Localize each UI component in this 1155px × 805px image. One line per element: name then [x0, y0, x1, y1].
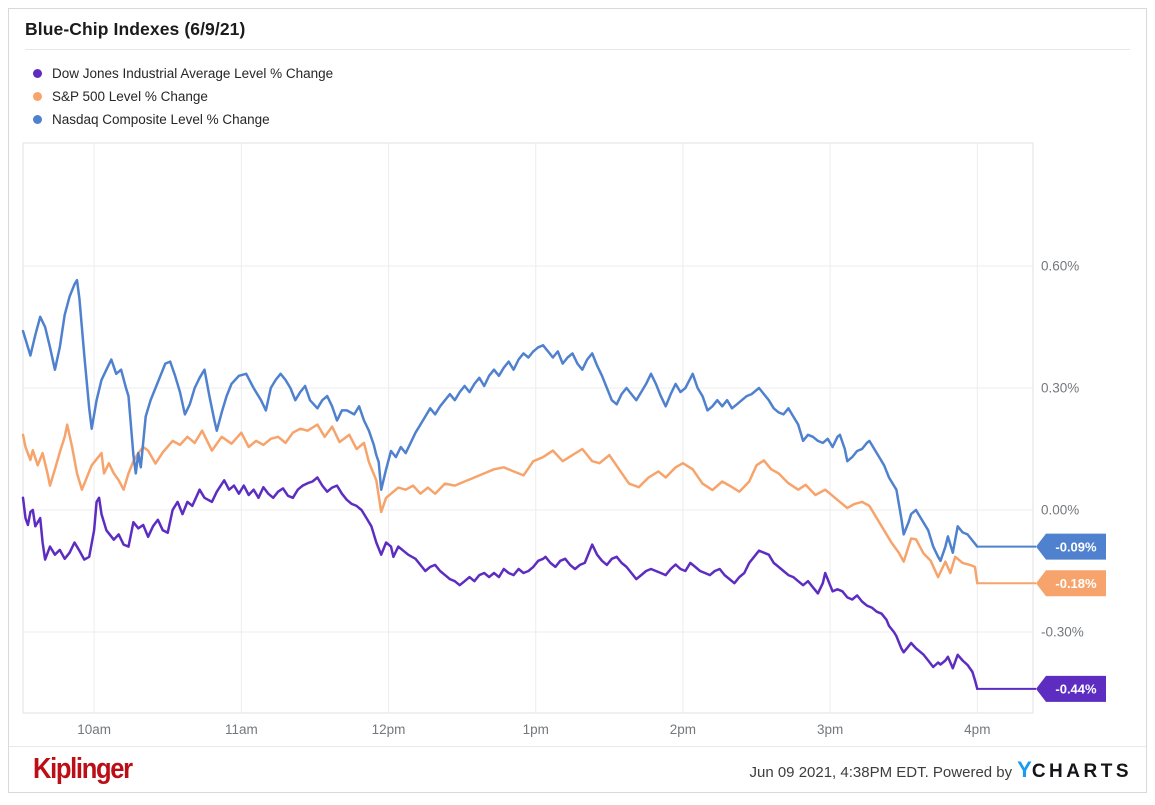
footer-attribution: Jun 09 2021, 4:38PM EDT. Powered by Y CHA…	[749, 757, 1132, 783]
plot-border	[22, 142, 1034, 714]
chart-card: Blue-Chip Indexes (6/9/21) Dow Jones Ind…	[8, 8, 1147, 793]
legend-item-label: S&P 500 Level % Change	[52, 89, 208, 104]
footer: Kiplinger Jun 09 2021, 4:38PM EDT. Power…	[9, 746, 1146, 792]
series-line-0	[21, 476, 979, 691]
x-axis-tick-label: 4pm	[964, 722, 990, 737]
x-axis-tick-label: 1pm	[523, 722, 549, 737]
y-axis-tick-label: -0.30%	[1041, 625, 1084, 640]
page-title: Blue-Chip Indexes (6/9/21)	[25, 19, 246, 39]
x-axis-tick-label: 12pm	[372, 722, 406, 737]
ycharts-y-mark-icon: Y	[1017, 756, 1032, 782]
x-axis-tick-label: 11am	[225, 722, 258, 737]
timestamp-text: Jun 09 2021, 4:38PM EDT. Powered by	[749, 763, 1013, 781]
legend-item-label: Nasdaq Composite Level % Change	[52, 112, 270, 127]
value-badge-label: -0.09%	[1055, 539, 1097, 554]
value-badge-label: -0.18%	[1055, 576, 1097, 591]
legend-item-nasdaq: Nasdaq Composite Level % Change	[33, 108, 333, 131]
legend-item-dow-jones: Dow Jones Industrial Average Level % Cha…	[33, 62, 333, 85]
dow-jones-series-dot-icon	[33, 69, 42, 78]
title-divider	[25, 49, 1130, 50]
kiplinger-logo[interactable]: Kiplinger	[33, 753, 133, 785]
legend: Dow Jones Industrial Average Level % Cha…	[33, 62, 333, 131]
ycharts-wordmark: CHARTS	[1031, 760, 1132, 782]
x-axis-tick-label: 2pm	[670, 722, 696, 737]
value-badge-0	[1036, 675, 1106, 702]
legend-item-sp500: S&P 500 Level % Change	[33, 85, 333, 108]
y-axis-tick-label: 0.60%	[1041, 258, 1079, 273]
y-axis-tick-label: 0.00%	[1041, 503, 1079, 518]
ycharts-logo[interactable]: Y CHARTS	[1017, 757, 1132, 783]
sp500-series-dot-icon	[33, 92, 42, 101]
legend-item-label: Dow Jones Industrial Average Level % Cha…	[52, 66, 334, 81]
value-badge-1	[1036, 570, 1106, 597]
y-axis-tick-label: 0.30%	[1041, 380, 1079, 395]
x-axis-tick-label: 10am	[77, 722, 111, 737]
series-line-2	[21, 278, 979, 563]
value-badge-label: -0.44%	[1055, 682, 1097, 697]
x-axis-tick-label: 3pm	[817, 722, 843, 737]
nasdaq-series-dot-icon	[33, 115, 42, 124]
value-badge-2	[1036, 533, 1106, 560]
series-line-1	[21, 423, 979, 585]
